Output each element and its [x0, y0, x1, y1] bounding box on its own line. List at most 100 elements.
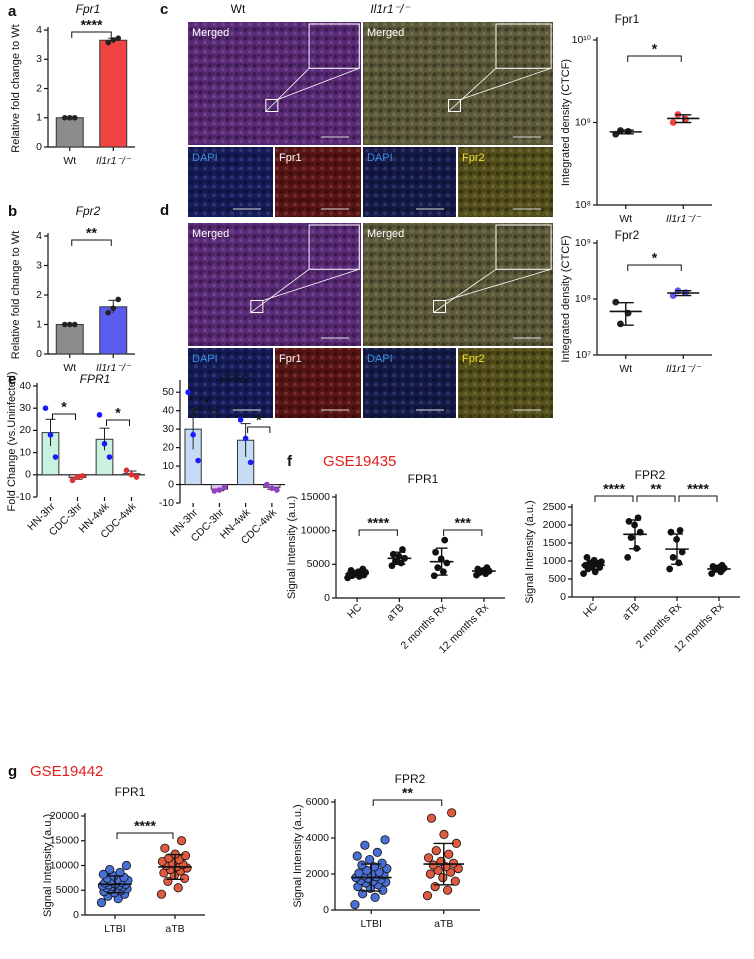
data-point [237, 417, 244, 423]
y-tick-label: 4000 [306, 832, 330, 844]
significance-bracket [71, 31, 112, 38]
inset-connector [265, 67, 310, 112]
inset-connector [448, 67, 497, 112]
panel-label: b [8, 203, 17, 220]
micrograph-texture [363, 22, 553, 145]
bar [99, 39, 128, 148]
inset-connector [277, 67, 360, 100]
micrograph-texture [188, 348, 273, 418]
dataset-title: GSE19442 [30, 763, 103, 780]
significance-label: ** [402, 785, 413, 801]
data-point [434, 564, 442, 572]
data-point [365, 854, 375, 865]
y-tick-label: 10 [162, 460, 174, 472]
x-tick-label: HC [581, 600, 601, 620]
data-point [450, 876, 460, 886]
significance-label: *** [455, 515, 472, 531]
micrograph-texture [188, 147, 273, 217]
column-header: Il1r1⁻/⁻ [370, 2, 411, 16]
inset-source [448, 98, 461, 112]
significance-label: * [256, 412, 262, 428]
significance-label: * [204, 395, 210, 411]
data-point [627, 534, 635, 541]
y-tick-label: 20 [19, 424, 31, 436]
y-axis-label: Signal Intensity (a.u.) [292, 804, 304, 907]
micrograph-texture [458, 147, 553, 217]
data-point [422, 890, 433, 901]
data-point [669, 292, 677, 300]
y-tick-label: 30 [162, 423, 174, 435]
data-point [432, 548, 439, 556]
chart-title: FPR1 [80, 372, 111, 386]
data-point [160, 843, 170, 853]
data-point [612, 298, 620, 306]
data-point [47, 432, 54, 438]
data-point [121, 860, 132, 871]
y-axis-label: Signal Intensity (a.u.) [286, 496, 298, 599]
significance-label: ** [651, 481, 662, 497]
inset-source [433, 299, 446, 313]
data-point [669, 554, 677, 561]
inset [308, 23, 360, 69]
micrograph-texture [275, 348, 361, 418]
inset [308, 224, 360, 270]
tile-label: Merged [367, 228, 404, 240]
bar [55, 117, 84, 148]
data-point [74, 474, 81, 480]
significance-label: * [61, 399, 67, 415]
data-point [66, 114, 73, 121]
y-tick-label: 10000 [50, 859, 79, 871]
inset-source [250, 299, 264, 313]
data-point [438, 872, 448, 883]
y-tick-label: 10⁹ [575, 237, 591, 249]
data-point [666, 565, 674, 573]
bar [55, 324, 84, 355]
data-point [106, 454, 113, 460]
tile-label: DAPI [367, 353, 393, 365]
data-point [377, 858, 387, 868]
y-axis-label: Signal Intensity (a.u.) [42, 814, 54, 917]
y-tick-label: 2500 [543, 501, 567, 513]
data-point [179, 873, 190, 883]
data-point [352, 851, 362, 861]
y-tick-label: 50 [162, 386, 174, 398]
y-tick-label: 3 [36, 259, 42, 271]
data-point [242, 435, 249, 442]
y-tick-label: 15000 [50, 835, 79, 847]
inset-connector [433, 268, 497, 313]
data-point [105, 39, 112, 46]
y-tick-label: 30 [19, 402, 31, 414]
y-tick-label: 15000 [301, 491, 330, 503]
x-tick-label: aTB [434, 918, 453, 930]
x-tick-label: Il1r1⁻/⁻ [96, 155, 132, 167]
tile-label: DAPI [192, 152, 218, 164]
data-point [347, 566, 355, 574]
significance-bracket [627, 55, 682, 62]
x-tick-label: Wt [63, 362, 76, 374]
y-tick-label: 0 [560, 591, 566, 603]
significance-label: * [652, 41, 658, 57]
data-point [617, 320, 624, 328]
y-tick-label: 20000 [50, 810, 79, 822]
y-axis-label: Integrated density (CTCF) [560, 59, 572, 186]
x-tick-label: LTBI [104, 923, 125, 935]
data-point [105, 864, 115, 875]
data-point [380, 835, 390, 845]
data-point [180, 850, 191, 861]
data-point [216, 487, 223, 493]
significance-label: ** [86, 225, 97, 241]
y-tick-label: 10000 [301, 524, 330, 536]
x-tick-label: Wt [619, 213, 632, 225]
inset-connector [262, 268, 360, 301]
significance-bracket [636, 495, 676, 502]
data-point [101, 440, 108, 447]
data-point [597, 558, 605, 566]
significance-bracket [372, 799, 443, 806]
chart-title: FPR2 [635, 468, 666, 482]
y-tick-label: 10⁹ [575, 116, 591, 128]
data-point [439, 829, 449, 840]
micrograph-texture [363, 147, 456, 217]
significance-label: * [652, 250, 658, 266]
